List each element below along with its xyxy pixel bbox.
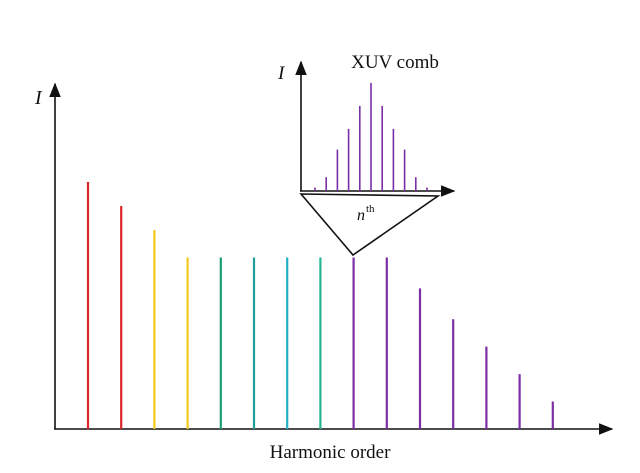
inset-x-label: n	[357, 207, 365, 224]
inset-x-label-sup: th	[366, 203, 375, 215]
y-axis-label: I	[34, 87, 43, 109]
inset-title: XUV comb	[351, 52, 439, 73]
zoom-triangle	[299, 193, 441, 257]
x-axis-label: Harmonic order	[270, 442, 391, 463]
inset-y-label: I	[277, 63, 286, 84]
